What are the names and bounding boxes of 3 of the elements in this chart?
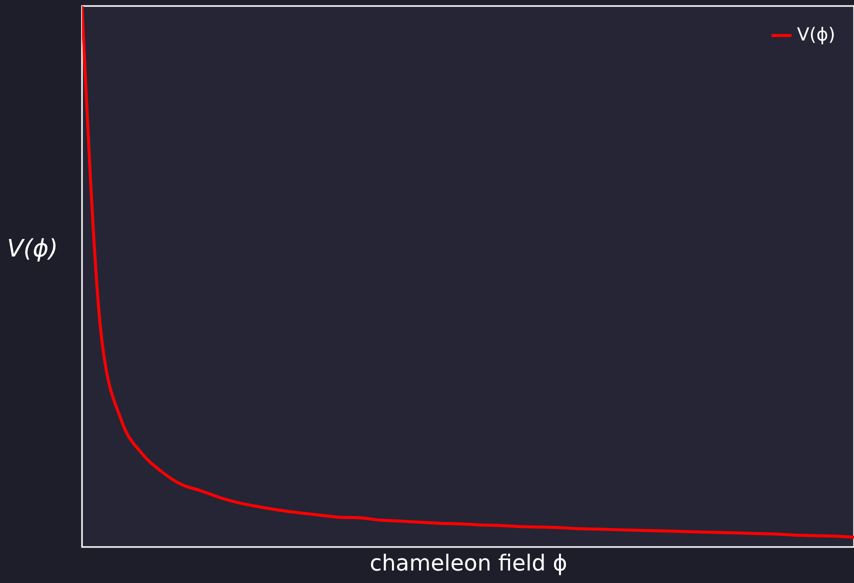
legend-label: V(ϕ) bbox=[797, 24, 836, 46]
x-axis-title: chameleon field ϕ bbox=[370, 552, 568, 576]
y-axis-title: V(ϕ) bbox=[7, 234, 58, 262]
